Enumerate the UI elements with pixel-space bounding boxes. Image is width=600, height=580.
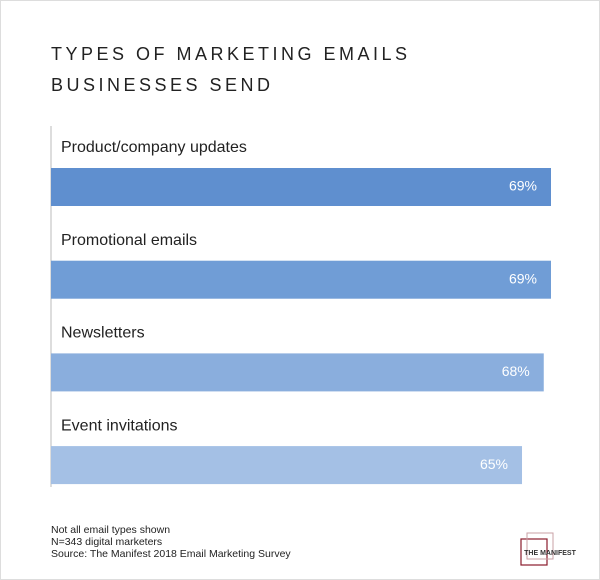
bar bbox=[51, 168, 551, 206]
value-label: 69% bbox=[509, 270, 537, 286]
footnote: N=343 digital marketers bbox=[51, 536, 162, 548]
category-label: Promotional emails bbox=[61, 232, 197, 249]
category-label: Event invitations bbox=[61, 417, 178, 434]
footnote: Source: The Manifest 2018 Email Marketin… bbox=[51, 548, 291, 560]
value-label: 69% bbox=[509, 178, 537, 194]
logo-box bbox=[526, 532, 554, 560]
logo-box bbox=[520, 538, 548, 566]
footnote: Not all email types shown bbox=[51, 524, 170, 536]
value-label: 65% bbox=[480, 456, 508, 472]
category-label: Newsletters bbox=[61, 325, 145, 342]
chart-title: TYPES OF MARKETING EMAILS BUSINESSES SEN… bbox=[51, 44, 411, 95]
value-label: 68% bbox=[502, 363, 530, 379]
bar bbox=[51, 446, 523, 485]
brand: THE MANIFEST bbox=[524, 550, 576, 557]
category-label: Product/company updates bbox=[61, 139, 247, 156]
bar bbox=[51, 353, 544, 392]
bar bbox=[51, 260, 551, 299]
